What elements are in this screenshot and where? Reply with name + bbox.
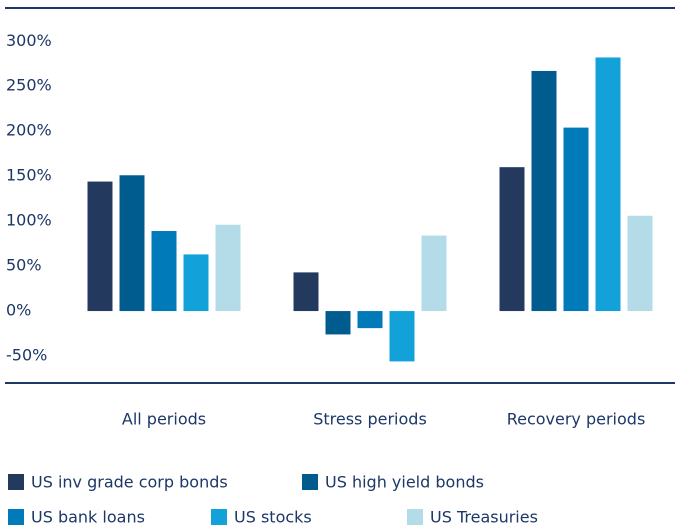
bar	[563, 127, 589, 312]
bar	[421, 235, 447, 312]
y-tick-label: 50%	[6, 256, 42, 275]
legend-label: US Treasuries	[430, 508, 538, 527]
y-tick-label: -50%	[6, 346, 47, 365]
y-tick-label: 250%	[6, 76, 52, 95]
legend-label: US bank loans	[31, 508, 145, 527]
legend-swatch	[407, 509, 423, 525]
bar	[357, 311, 383, 329]
legend-swatch	[211, 509, 227, 525]
bar	[293, 272, 319, 312]
x-tick-label: Stress periods	[313, 410, 427, 429]
y-tick-label: 150%	[6, 166, 52, 185]
bar	[119, 175, 145, 312]
legend-swatch	[8, 474, 24, 490]
y-tick-label: 300%	[6, 31, 52, 50]
x-tick-label: Recovery periods	[507, 410, 646, 429]
y-tick-label: 100%	[6, 211, 52, 230]
bar	[531, 70, 557, 312]
x-tick-label: All periods	[122, 410, 206, 429]
bar	[389, 311, 415, 362]
legend-swatch	[302, 474, 318, 490]
bar	[215, 224, 241, 312]
bar	[325, 311, 351, 335]
legend-label: US high yield bonds	[325, 473, 484, 492]
legend-label: US inv grade corp bonds	[31, 473, 228, 492]
bar	[499, 167, 525, 312]
y-tick-label: 0%	[6, 301, 31, 320]
bar	[151, 231, 177, 312]
bar	[595, 57, 621, 312]
legend-label: US stocks	[234, 508, 312, 527]
legend-swatch	[8, 509, 24, 525]
bar	[183, 254, 209, 312]
bar	[87, 181, 113, 312]
y-tick-label: 200%	[6, 121, 52, 140]
bar	[627, 215, 653, 312]
